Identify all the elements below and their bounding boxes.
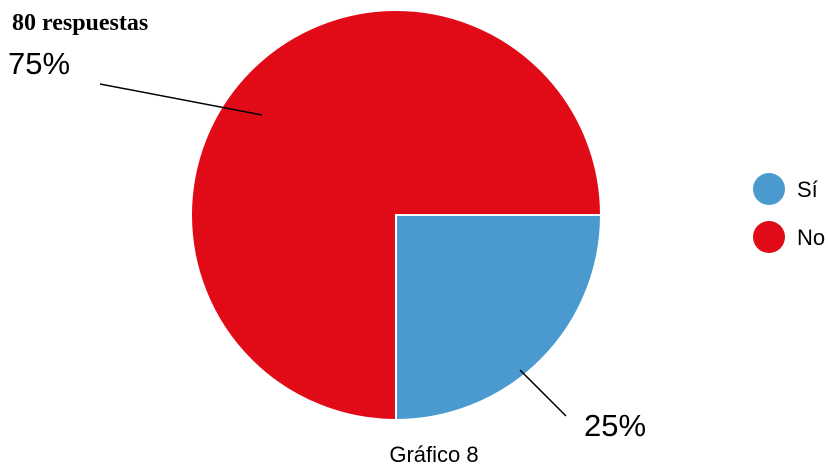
leader-lines: [99, 83, 567, 417]
leader-line-si: [519, 369, 567, 417]
legend-swatch-si: [753, 173, 785, 205]
legend-label-no: No: [797, 225, 825, 250]
percent-label-no: 75%: [8, 46, 70, 81]
leader-line-no: [99, 83, 263, 116]
pie-slices: [190, 9, 603, 422]
chart-heading: 80 respuestas: [12, 10, 148, 36]
percent-labels: 25% 75%: [8, 46, 646, 443]
percent-label-si: 25%: [584, 408, 646, 443]
legend: Sí No: [753, 173, 825, 253]
legend-swatch-no: [753, 221, 785, 253]
chart-caption: Gráfico 8: [389, 442, 478, 465]
pie-slice-no: [190, 9, 603, 422]
pie-slice-si: [395, 214, 603, 422]
legend-label-si: Sí: [797, 177, 818, 202]
